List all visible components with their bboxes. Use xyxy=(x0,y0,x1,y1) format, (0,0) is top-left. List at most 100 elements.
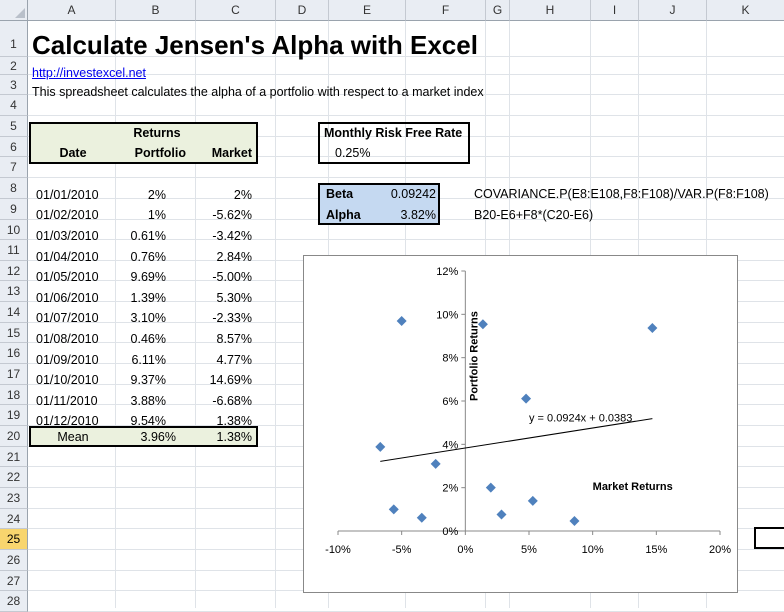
row-header-13[interactable]: 13 xyxy=(0,281,28,302)
mean-portfolio[interactable]: 3.96% xyxy=(140,430,176,444)
data-point xyxy=(477,319,488,330)
beta-value[interactable]: 0.09242 xyxy=(390,187,436,201)
row-header-4[interactable]: 4 xyxy=(0,95,28,116)
portfolio-cell[interactable]: 0.76% xyxy=(130,250,166,264)
column-header-h[interactable]: H xyxy=(510,0,591,21)
row-header-18[interactable]: 18 xyxy=(0,385,28,405)
data-point xyxy=(485,482,496,493)
column-header-k[interactable]: K xyxy=(707,0,784,21)
row-header-24[interactable]: 24 xyxy=(0,509,28,529)
row-header-21[interactable]: 21 xyxy=(0,447,28,467)
risk-free-label: Monthly Risk Free Rate xyxy=(324,126,463,140)
date-cell[interactable]: 01/12/2010 xyxy=(36,414,99,428)
portfolio-cell[interactable]: 9.37% xyxy=(130,373,166,387)
column-header-i[interactable]: I xyxy=(591,0,639,21)
select-all-corner[interactable] xyxy=(0,0,28,21)
beta-alpha-box xyxy=(318,183,440,225)
portfolio-cell[interactable]: 1.39% xyxy=(130,291,166,305)
row-header-26[interactable]: 26 xyxy=(0,550,28,571)
market-cell[interactable]: 4.77% xyxy=(216,353,252,367)
date-cell[interactable]: 01/03/2010 xyxy=(36,229,99,243)
market-cell[interactable]: 2% xyxy=(233,188,252,202)
grid-line xyxy=(28,136,784,137)
trendline-equation: y = 0.0924x + 0.0383 xyxy=(529,413,632,425)
date-cell[interactable]: 01/01/2010 xyxy=(36,188,99,202)
x-axis-title: Market Returns xyxy=(593,481,673,493)
column-header-d[interactable]: D xyxy=(276,0,329,21)
portfolio-cell[interactable]: 2% xyxy=(147,188,166,202)
x-tick-label: 15% xyxy=(645,544,667,556)
row-header-6[interactable]: 6 xyxy=(0,137,28,157)
market-cell[interactable]: 5.30% xyxy=(216,291,252,305)
alpha-formula: B20-E6+F8*(C20-E6) xyxy=(474,208,594,222)
scatter-chart[interactable]: -10% -5% 0% 5% 10% 15% 20% 0% 2% 4% 6% 8% 10% 12% y = … xyxy=(303,255,738,593)
risk-free-value[interactable]: 0.25% xyxy=(335,146,371,160)
market-cell[interactable]: 2.84% xyxy=(216,250,252,264)
row-header-17[interactable]: 17 xyxy=(0,364,28,385)
data-point xyxy=(416,512,427,523)
x-tick-label: -10% xyxy=(325,544,351,556)
row-header-27[interactable]: 27 xyxy=(0,571,28,591)
row-header-19[interactable]: 19 xyxy=(0,405,28,426)
portfolio-cell[interactable]: 0.61% xyxy=(130,229,166,243)
market-cell[interactable]: -3.42% xyxy=(212,229,252,243)
portfolio-cell[interactable]: 0.46% xyxy=(130,332,166,346)
market-cell[interactable]: -5.62% xyxy=(212,208,252,222)
row-header-11[interactable]: 11 xyxy=(0,240,28,261)
row-header-8[interactable]: 8 xyxy=(0,178,28,199)
market-cell[interactable]: -2.33% xyxy=(212,311,252,325)
row-header-3[interactable]: 3 xyxy=(0,75,28,95)
alpha-value[interactable]: 3.82% xyxy=(400,208,436,222)
market-cell[interactable]: -6.68% xyxy=(212,394,252,408)
row-header-23[interactable]: 23 xyxy=(0,488,28,509)
row-header-22[interactable]: 22 xyxy=(0,467,28,488)
grid-line xyxy=(28,115,784,116)
date-cell[interactable]: 01/06/2010 xyxy=(36,291,99,305)
date-cell[interactable]: 01/02/2010 xyxy=(36,208,99,222)
date-cell[interactable]: 01/09/2010 xyxy=(36,353,99,367)
portfolio-cell[interactable]: 9.54% xyxy=(130,414,166,428)
date-cell[interactable]: 01/08/2010 xyxy=(36,332,99,346)
y-tick-label: 0% xyxy=(442,526,458,538)
column-header-e[interactable]: E xyxy=(329,0,406,21)
row-header-16[interactable]: 16 xyxy=(0,343,28,364)
portfolio-cell[interactable]: 6.11% xyxy=(131,353,166,367)
row-header-1[interactable]: 1 xyxy=(0,21,28,57)
date-cell[interactable]: 01/10/2010 xyxy=(36,373,99,387)
market-cell[interactable]: 8.57% xyxy=(216,332,252,346)
column-header-f[interactable]: F xyxy=(406,0,486,21)
x-tick-label: -5% xyxy=(392,544,412,556)
date-cell[interactable]: 01/07/2010 xyxy=(36,311,99,325)
market-cell[interactable]: -5.00% xyxy=(212,270,252,284)
date-cell[interactable]: 01/11/2010 xyxy=(36,394,98,408)
mean-market[interactable]: 1.38% xyxy=(216,430,252,444)
portfolio-cell[interactable]: 3.10% xyxy=(130,311,166,325)
portfolio-cell[interactable]: 1% xyxy=(147,208,166,222)
row-header-5[interactable]: 5 xyxy=(0,116,28,137)
column-header-c[interactable]: C xyxy=(196,0,276,21)
row-header-10[interactable]: 10 xyxy=(0,220,28,240)
active-cell-selection[interactable] xyxy=(754,527,784,549)
portfolio-cell[interactable]: 3.88% xyxy=(130,394,166,408)
column-header-a[interactable]: A xyxy=(28,0,116,21)
portfolio-cell[interactable]: 9.69% xyxy=(130,270,166,284)
row-header-14[interactable]: 14 xyxy=(0,302,28,323)
y-tick-label: 4% xyxy=(442,439,458,451)
site-link[interactable]: http://investexcel.net xyxy=(32,66,146,80)
date-cell[interactable]: 01/04/2010 xyxy=(36,250,99,264)
row-header-2[interactable]: 2 xyxy=(0,57,28,75)
row-header-28[interactable]: 28 xyxy=(0,591,28,612)
row-header-12[interactable]: 12 xyxy=(0,261,28,281)
date-cell[interactable]: 01/05/2010 xyxy=(36,270,99,284)
column-header-j[interactable]: J xyxy=(639,0,707,21)
column-header-g[interactable]: G xyxy=(486,0,510,21)
y-tick-label: 10% xyxy=(436,309,458,321)
column-header-b[interactable]: B xyxy=(116,0,196,21)
row-header-25[interactable]: 25 xyxy=(0,529,28,550)
row-header-15[interactable]: 15 xyxy=(0,323,28,343)
market-cell[interactable]: 14.69% xyxy=(209,373,252,387)
market-cell[interactable]: 1.38% xyxy=(216,414,252,428)
row-header-20[interactable]: 20 xyxy=(0,426,28,447)
row-header-9[interactable]: 9 xyxy=(0,199,28,220)
row-header-7[interactable]: 7 xyxy=(0,157,28,178)
